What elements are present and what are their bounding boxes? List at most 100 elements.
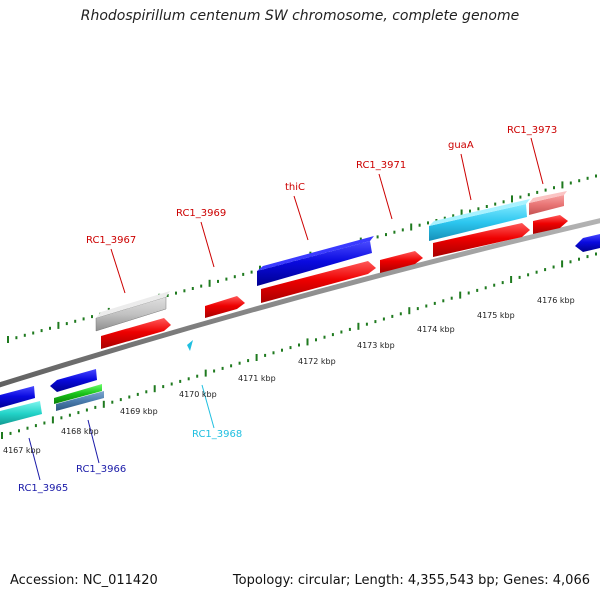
reverse-tick-minor [9,431,12,435]
reverse-tick-minor [247,359,250,363]
reverse-tick-minor [170,382,173,386]
forward-tick-minor [233,275,236,279]
forward-tick-major [208,279,211,287]
forward-tick-minor [443,216,446,220]
reverse-tick-minor [391,314,394,318]
reverse-tick-minor [68,413,71,417]
kbp-label: 4174 kbp [417,325,455,334]
reverse-ticks [1,252,597,439]
reverse-tick-minor [221,366,224,370]
reverse-tick-minor [425,304,428,308]
reverse-tick-major [102,400,105,408]
forward-tick-major [511,195,513,203]
reverse-tick-minor [272,351,275,355]
gene-rc1-3967[interactable] [101,318,171,349]
reverse-tick-minor [119,398,122,402]
reverse-tick-minor [264,353,267,357]
gene-rc1-3973-pink[interactable] [529,191,567,215]
reverse-tick-minor [34,424,37,428]
forward-tick-minor [569,181,572,185]
forward-tick-minor [494,202,497,206]
kbp-label: 4169 kbp [120,407,158,416]
reverse-tick-minor [315,338,317,342]
reverse-tick-minor [544,268,547,272]
accession-text: Accession: NC_011420 [10,573,158,588]
label-rc1-3965: RC1_3965 [18,483,68,494]
gene-guaa[interactable] [433,223,530,257]
gene-thic[interactable] [261,261,376,303]
scale-labels: 4167 kbp 4168 kbp 4169 kbp 4170 kbp 4171… [3,296,575,455]
chromosome-backbone [0,218,600,388]
gene-rc1-3973[interactable] [533,215,568,234]
forward-tick-major [410,223,413,231]
reverse-tick-major [1,432,3,439]
forward-tick-minor [418,223,421,227]
kbp-label: 4176 kbp [537,296,575,305]
gene-guaa-cyan[interactable] [429,199,530,241]
forward-tick-minor [217,279,219,283]
reverse-tick-minor [187,377,190,381]
reverse-strand-features [0,234,600,426]
genome-summary-text: Topology: circular; Length: 4,355,543 bp… [232,573,590,588]
forward-tick-major [57,321,60,329]
reverse-tick-minor [323,335,326,339]
kbp-label: 4173 kbp [357,341,395,350]
gene-rc1-3966-green[interactable] [54,384,102,404]
label-rc1-3968: RC1_3968 [192,429,242,440]
reverse-tick-minor [518,275,521,279]
kbp-label: 4171 kbp [238,374,276,383]
forward-tick-minor [23,333,26,337]
reverse-tick-minor [281,348,283,352]
reverse-tick-minor [213,369,216,373]
reverse-tick-minor [476,288,479,292]
reverse-tick-minor [26,426,29,430]
reverse-tick-minor [18,429,20,433]
map-title: Rhodospirillum centenum SW chromosome, c… [80,8,520,24]
forward-tick-major [7,336,9,343]
gene-rc1-3966-blue[interactable] [50,369,97,392]
gene-right-edge-blue[interactable] [575,234,600,252]
reverse-tick-minor [43,421,46,425]
reverse-tick-minor [298,343,300,347]
reverse-tick-minor [527,273,530,277]
reverse-tick-minor [340,330,343,334]
label-rc1-3973: RC1_3973 [507,125,557,136]
forward-tick-minor [469,209,471,213]
reverse-tick-minor [136,392,139,396]
forward-tick-minor [91,315,93,319]
gene-rc1-3967-grey[interactable] [95,291,170,332]
forward-tick-minor [82,317,85,321]
label-rc1-3967: RC1_3967 [86,235,136,246]
gene-rc1-3965[interactable] [0,401,42,426]
forward-tick-major [561,181,564,189]
forward-tick-minor [477,207,480,211]
reverse-tick-minor [399,312,402,316]
gene-rc1-3966[interactable] [56,391,104,411]
gene-rc1-3969[interactable] [205,296,245,318]
forward-tick-minor [544,188,547,192]
forward-tick-minor [250,270,253,274]
reverse-tick-major [408,307,411,315]
reverse-tick-minor [230,364,233,368]
reverse-tick-major [357,322,360,330]
forward-tick-minor [166,294,169,297]
kbp-label: 4168 kbp [61,427,99,436]
reverse-tick-minor [569,260,572,264]
reverse-tick-minor [374,320,377,324]
reverse-tick-major [459,291,462,299]
label-rc1-3969: RC1_3969 [176,208,226,219]
gene-thic-reverse-blue[interactable] [257,236,374,286]
reverse-tick-minor [111,400,114,404]
reverse-tick-minor [94,405,97,409]
reverse-tick-major [561,260,564,268]
reverse-tick-minor [196,374,199,378]
gene-rc1-3965-blue[interactable] [0,386,35,409]
gene-rc1-3968[interactable] [187,340,193,351]
kbp-label: 4172 kbp [298,357,336,366]
reverse-tick-major [153,385,156,393]
forward-tick-minor [65,322,68,326]
reverse-tick-minor [128,395,131,399]
gene-rc1-3971[interactable] [380,251,423,273]
reverse-tick-minor [586,255,589,259]
